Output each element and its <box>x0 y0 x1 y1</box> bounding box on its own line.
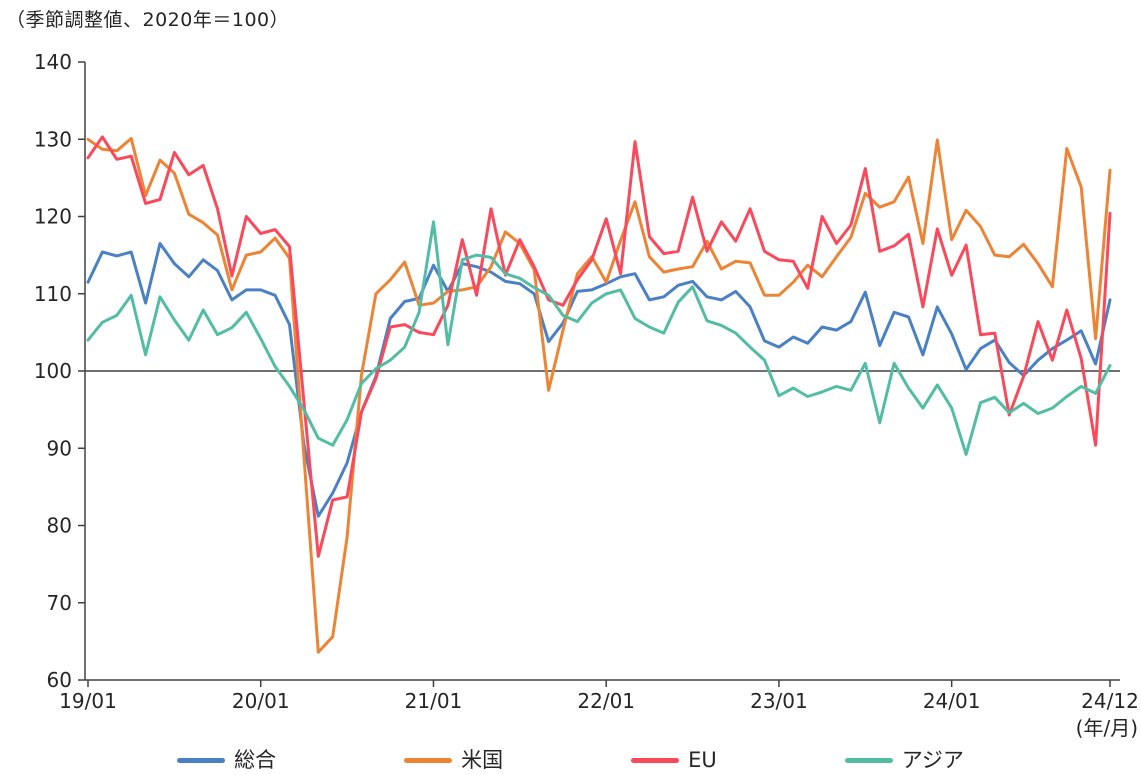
series-line-us <box>86 137 1112 654</box>
x-tick-label: 23/01 <box>750 689 808 713</box>
chart-legend: 総合 米国 EU アジア <box>0 745 1141 775</box>
legend-swatch-sogo <box>177 757 226 763</box>
x-axis-unit-label: (年/月) <box>1076 716 1138 740</box>
x-tick-label: 24/12 <box>1081 689 1139 713</box>
chart-title: （季節調整値、2020年＝100） <box>6 9 290 31</box>
x-tick-label: 21/01 <box>405 689 463 713</box>
x-tick-label: 20/01 <box>232 689 290 713</box>
legend-swatch-us <box>404 757 453 763</box>
legend-item-eu: EU <box>631 747 717 772</box>
y-tick-label: 130 <box>34 127 72 151</box>
y-tick-label: 60 <box>47 668 72 692</box>
y-tick-label: 70 <box>47 591 72 615</box>
series-line-sogo <box>86 242 1112 518</box>
legend-label-asia: アジア <box>901 747 964 772</box>
legend-swatch-asia <box>844 757 893 763</box>
x-tick-label: 24/01 <box>923 689 981 713</box>
legend-item-asia: アジア <box>844 747 964 772</box>
x-tick-label: 19/01 <box>59 689 117 713</box>
legend-label-sogo: 総合 <box>234 747 277 772</box>
legend-label-eu: EU <box>688 747 717 772</box>
legend-item-sogo: 総合 <box>177 747 277 772</box>
legend-item-us: 米国 <box>404 747 504 772</box>
series-line-asia <box>86 220 1112 456</box>
legend-swatch-eu <box>631 757 680 763</box>
y-tick-label: 120 <box>34 205 72 229</box>
y-tick-label: 140 <box>34 50 72 74</box>
y-tick-label: 100 <box>34 359 72 383</box>
y-tick-label: 80 <box>47 514 72 538</box>
series-line-eu <box>86 135 1112 558</box>
y-tick-label: 110 <box>34 282 72 306</box>
legend-label-us: 米国 <box>461 747 504 772</box>
y-tick-label: 90 <box>47 436 72 460</box>
x-tick-label: 22/01 <box>577 689 635 713</box>
